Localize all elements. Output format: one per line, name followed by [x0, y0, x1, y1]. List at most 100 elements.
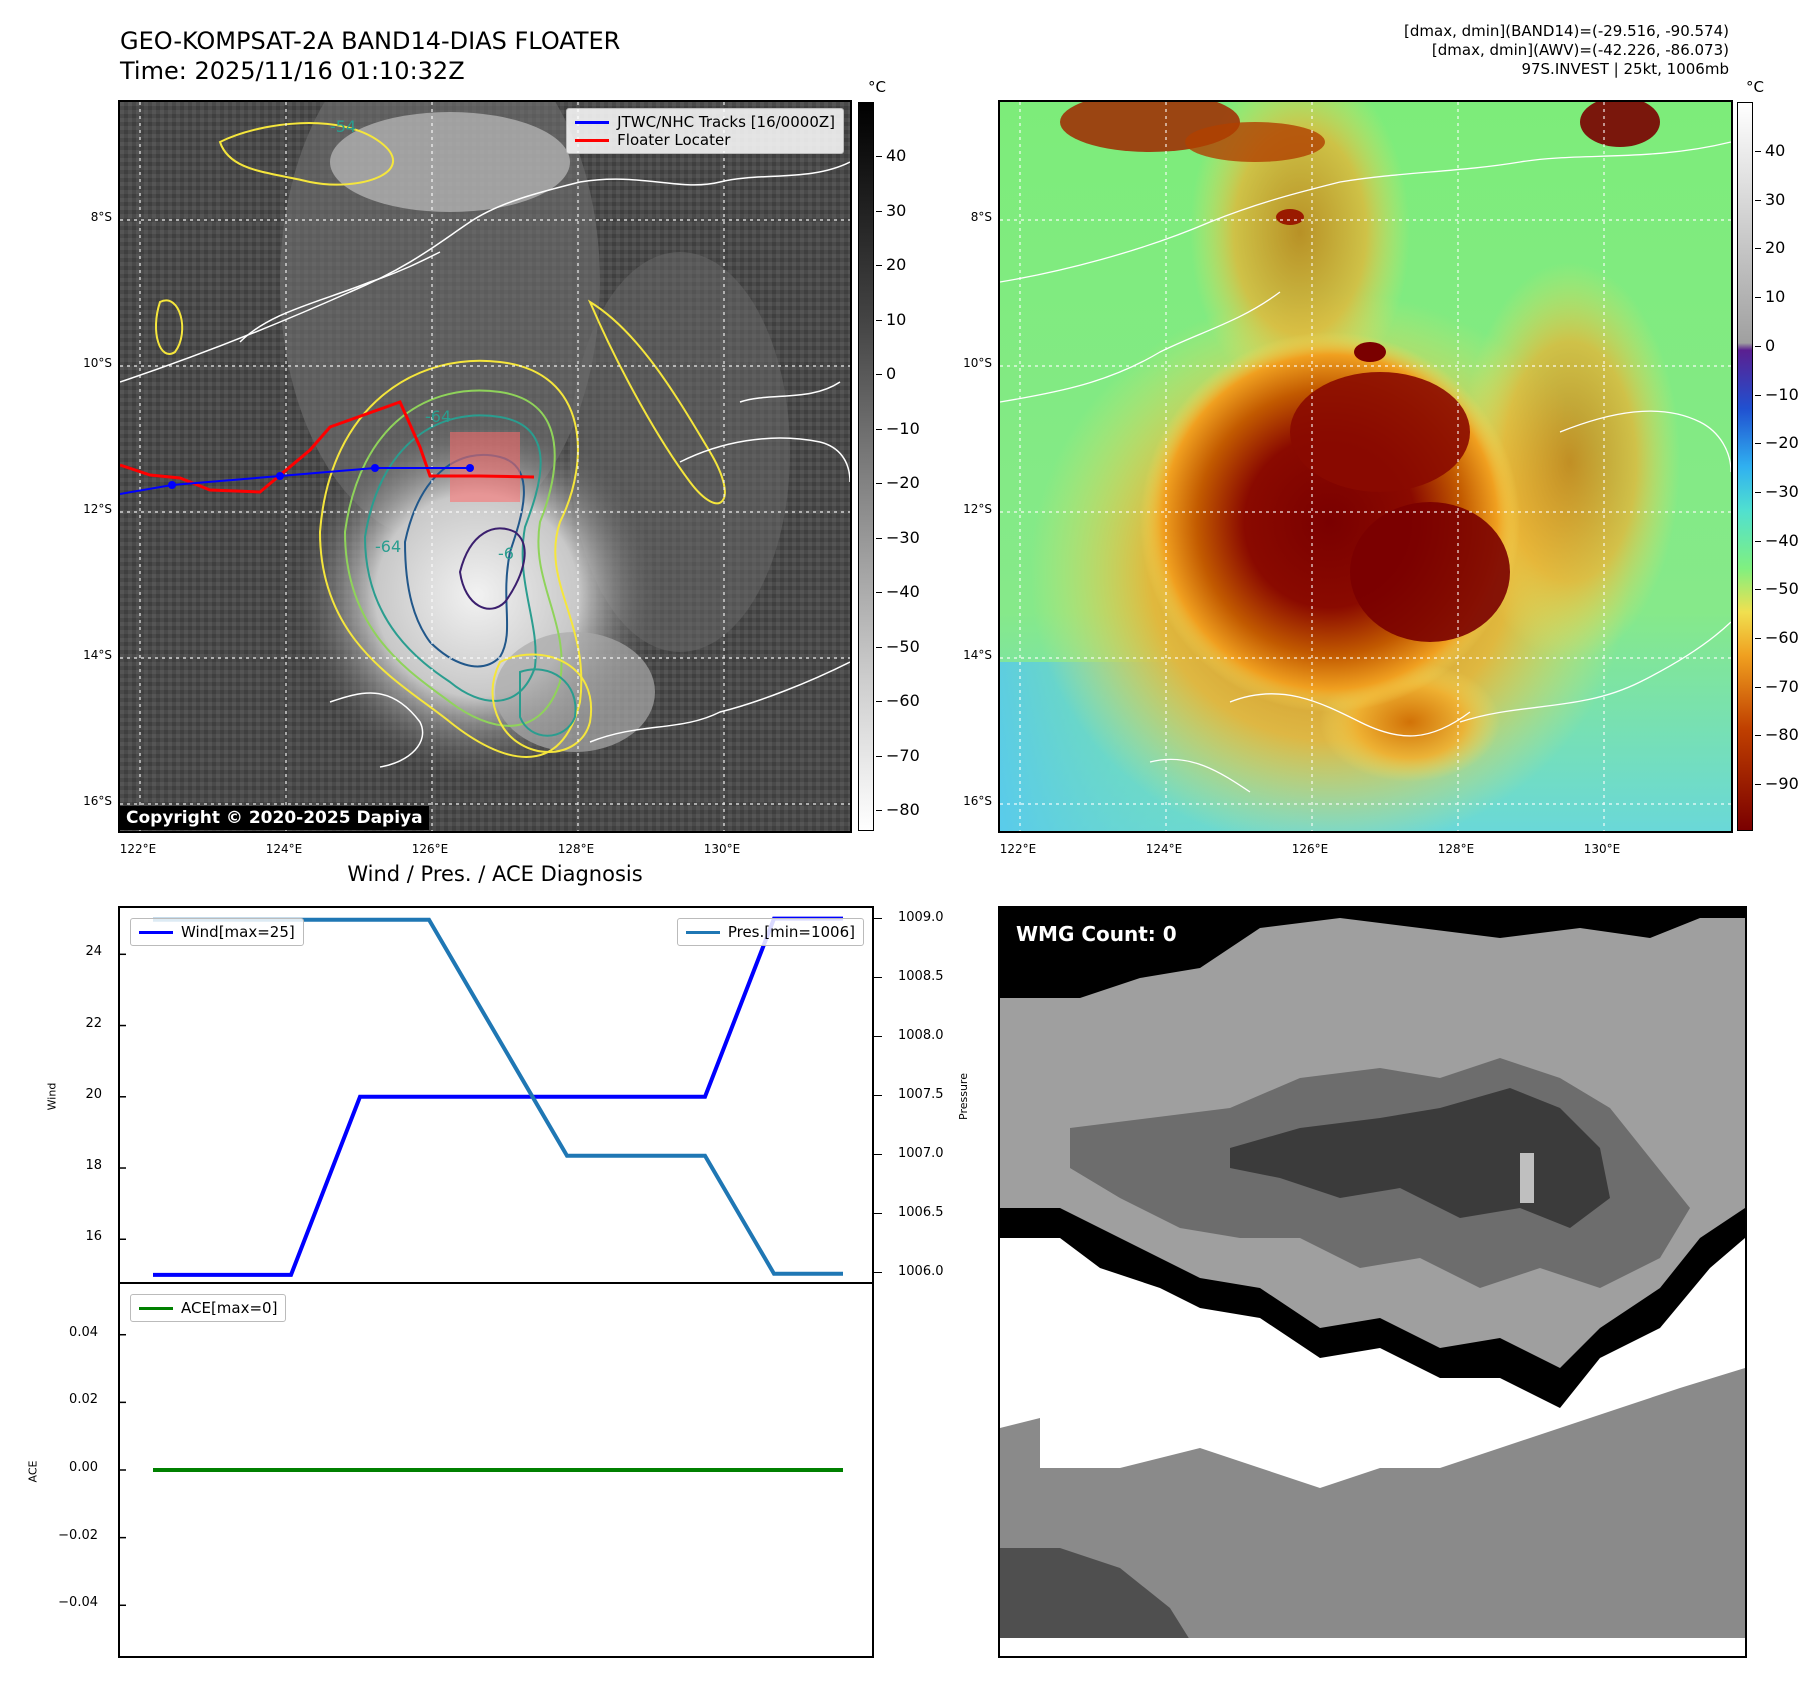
pressure-tick-mark: [874, 1153, 882, 1156]
wind-tick-label: 24: [85, 944, 102, 960]
pressure-tick-label: 1006.0: [898, 1263, 944, 1279]
ace-plot: [120, 1333, 843, 1607]
lon-label: 130°E: [1583, 842, 1621, 856]
pressure-tick-mark: [874, 976, 882, 979]
colorbar-left: [858, 102, 874, 831]
wind-tick-label: 18: [85, 1158, 102, 1174]
wind-series-line: [153, 916, 843, 1277]
info-storm: 97S.INVEST | 25kt, 1006mb: [1521, 60, 1729, 78]
colorbar-right-tick: −70: [1755, 676, 1799, 696]
title-line-2: Time: 2025/11/16 01:10:32Z: [120, 57, 465, 85]
colorbar-left-tick: 0: [875, 364, 897, 383]
wind-legend: Wind[max=25]: [130, 918, 304, 946]
legend-track-label: JTWC/NHC Tracks [16/0000Z]: [617, 113, 835, 131]
lat-label: 8°S: [970, 210, 992, 224]
lat-label: 14°S: [963, 648, 992, 662]
lon-label: 130°E: [703, 842, 741, 856]
pressure-tick-label: 1009.0: [898, 909, 944, 925]
ace-panel: ACE[max=0]: [118, 1282, 874, 1658]
ace-axis-label: ACE: [26, 1460, 40, 1483]
ace-tick-label: 0.04: [69, 1324, 98, 1340]
awv-map-image: [1000, 102, 1731, 831]
lon-label: 128°E: [557, 842, 595, 856]
map-legend: JTWC/NHC Tracks [16/0000Z] Floater Locat…: [566, 108, 844, 154]
band14-map-panel: -54 -64 -64 -6 JTWC/NHC Tracks [16/0000Z…: [118, 100, 852, 833]
wind-tick-label: 22: [85, 1015, 102, 1031]
wmg-panel: [998, 906, 1747, 1658]
colorbar-left-tick: −30: [876, 527, 920, 547]
ace-tick-label: 0.02: [69, 1392, 98, 1408]
ace-tick-label: 0.00: [69, 1460, 98, 1475]
floater-locater-line: [120, 400, 535, 494]
colorbar-right-unit: °C: [1746, 78, 1764, 96]
lon-label: 126°E: [411, 842, 449, 856]
wmg-count-label: WMG Count: 0: [1016, 922, 1177, 946]
title-line-1: GEO-KOMPSAT-2A BAND14-DIAS FLOATER: [120, 27, 621, 55]
pressure-tick-mark: [874, 917, 882, 920]
colorbar-left-tick: −80: [876, 800, 920, 819]
colorbar-left-tick: 40: [875, 146, 907, 165]
wind-pressure-plot: [120, 916, 843, 1277]
wmg-image: [1000, 908, 1745, 1656]
copyright-badge: Copyright © 2020-2025 Dapiya: [120, 806, 429, 830]
ace-legend: ACE[max=0]: [130, 1294, 287, 1322]
wind-tick-label: 20: [85, 1086, 102, 1102]
colorbar-right-tick: −90: [1755, 774, 1799, 794]
wind-tick-label: 16: [85, 1229, 102, 1245]
colorbar-right-tick: −60: [1755, 628, 1799, 647]
lat-label: 14°S: [83, 648, 112, 662]
colorbar-right-tick: −40: [1755, 530, 1799, 550]
pressure-legend: Pres.[min=1006]: [676, 918, 864, 946]
colorbar-right-tick: 10: [1754, 287, 1786, 307]
colorbar-right-tick: −50: [1755, 579, 1799, 599]
pressure-tick-label: 1008.5: [898, 968, 944, 984]
lat-label: 12°S: [963, 502, 992, 516]
lat-label: 10°S: [83, 356, 112, 370]
lon-label: 124°E: [1145, 842, 1183, 856]
colorbar-left-tick: −50: [876, 636, 920, 656]
ace-tick-label: −0.02: [58, 1527, 98, 1543]
lat-label: 10°S: [963, 356, 992, 370]
colorbar-right-tick: 0: [1754, 335, 1776, 355]
lat-label: 8°S: [90, 210, 112, 224]
colorbar-left-tick: −40: [876, 582, 920, 601]
lon-label: 122°E: [119, 842, 157, 856]
lat-label: 12°S: [83, 502, 112, 516]
colorbar-left-unit: °C: [868, 78, 886, 96]
pressure-tick-mark: [874, 1271, 882, 1274]
legend-locater-label: Floater Locater: [617, 131, 731, 149]
colorbar-right-tick: 20: [1754, 238, 1786, 258]
colorbar-right-tick: −80: [1755, 725, 1799, 745]
colorbar-right-tick: −20: [1755, 433, 1799, 453]
info-awv: [dmax, dmin](AWV)=(-42.226, -86.073): [1431, 41, 1729, 59]
contour-label: -64: [425, 407, 451, 426]
lon-label: 122°E: [999, 842, 1037, 856]
pressure-tick-label: 1007.5: [898, 1086, 944, 1102]
colorbar-left-tick: 20: [875, 255, 907, 274]
storm-info: [dmax, dmin](BAND14)=(-29.516, -90.574) …: [1404, 22, 1729, 79]
wind-pressure-panel: Wind[max=25] Pres.[min=1006]: [118, 906, 874, 1284]
colorbar-left-tick: 30: [875, 200, 907, 220]
wind-legend-label: Wind[max=25]: [181, 923, 295, 941]
pressure-tick-label: 1006.5: [898, 1204, 944, 1220]
lon-label: 128°E: [1437, 842, 1475, 856]
contour-label: -64: [375, 537, 401, 556]
lon-label: 124°E: [265, 842, 303, 856]
contour-label: -54: [330, 117, 356, 136]
ace-tick-label: −0.04: [58, 1595, 98, 1611]
pressure-tick-mark: [874, 1212, 882, 1215]
colorbar-left-tick: −60: [876, 691, 920, 710]
colorbar-left-tick: −10: [876, 418, 920, 438]
figure-title: GEO-KOMPSAT-2A BAND14-DIAS FLOATER Time:…: [120, 26, 620, 86]
colorbar-right-tick: −30: [1755, 481, 1799, 501]
pressure-tick-label: 1007.0: [898, 1145, 944, 1161]
colorbar-right-tick: 40: [1754, 141, 1786, 160]
colorbar-left-tick: 10: [875, 309, 907, 329]
ace-legend-label: ACE[max=0]: [181, 1299, 278, 1317]
diagnosis-title: Wind / Pres. / ACE Diagnosis: [347, 862, 643, 886]
info-band14: [dmax, dmin](BAND14)=(-29.516, -90.574): [1404, 22, 1729, 40]
colorbar-left-tick: −20: [876, 473, 920, 492]
band14-map-image: -54 -64 -64 -6: [120, 102, 850, 831]
lat-label: 16°S: [83, 794, 112, 808]
awv-map-panel: [998, 100, 1733, 833]
